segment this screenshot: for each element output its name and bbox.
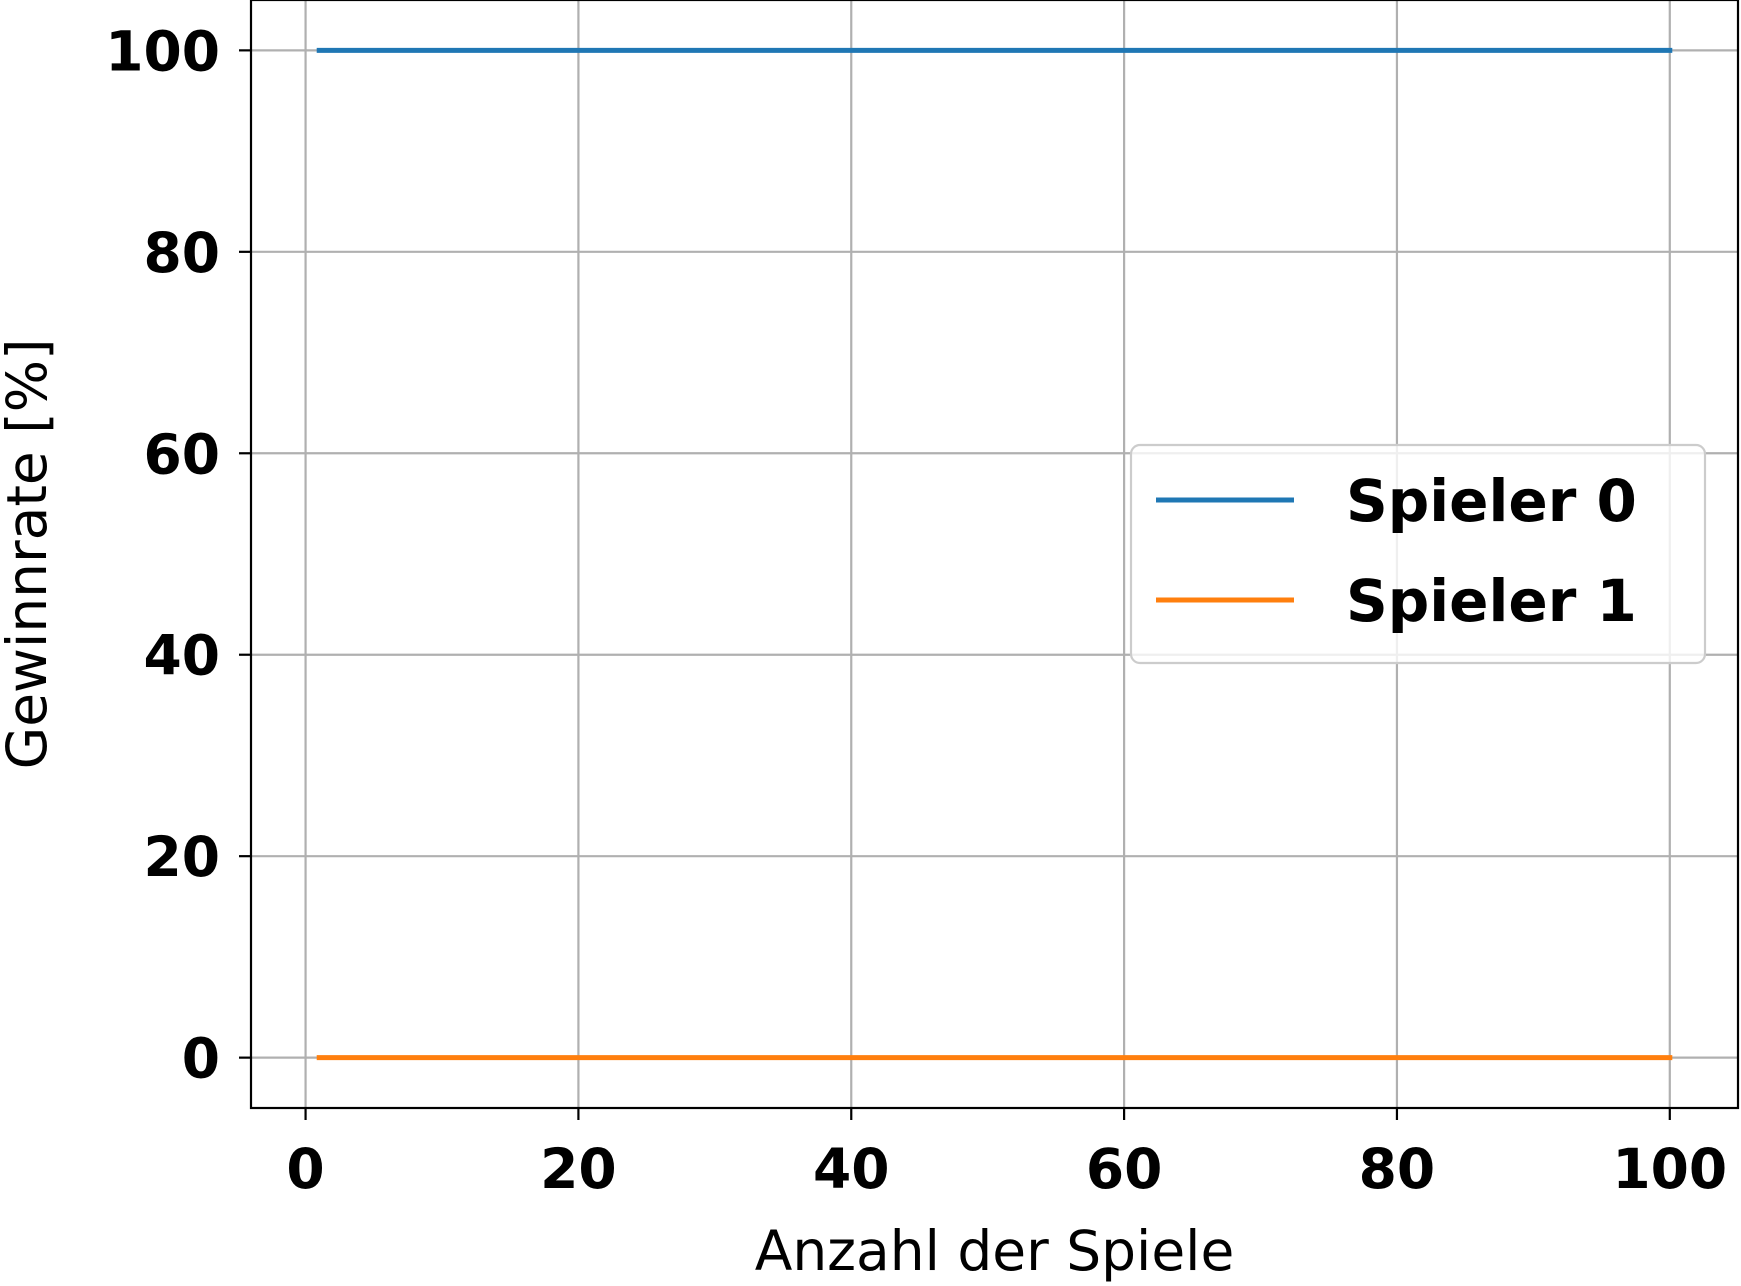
- x-axis-label: Anzahl der Spiele: [755, 1219, 1235, 1283]
- legend-label-0: Spieler 0: [1346, 467, 1637, 535]
- x-tick-label: 20: [540, 1137, 617, 1201]
- series-lines: [316, 47, 1673, 1061]
- legend-label-1: Spieler 1: [1346, 567, 1637, 635]
- y-axis-label: Gewinnrate [%]: [0, 339, 59, 770]
- axes-frame: [249, 0, 1740, 1110]
- x-tick-label: 60: [1086, 1137, 1163, 1201]
- x-tick-label: 40: [813, 1137, 890, 1201]
- axis-ticks: 0 20 40 60 80 100 0 20 40 60 80 100: [105, 19, 1727, 1201]
- y-tick-label: 0: [182, 1027, 220, 1091]
- x-tick-label: 100: [1612, 1137, 1727, 1201]
- y-tick-label: 80: [143, 221, 220, 285]
- x-tick-label: 80: [1359, 1137, 1436, 1201]
- y-tick-label: 60: [143, 422, 220, 486]
- y-tick-label: 20: [143, 825, 220, 889]
- legend: Spieler 0 Spieler 1: [1129, 443, 1707, 665]
- x-tick-label: 0: [286, 1137, 324, 1201]
- y-tick-label: 40: [143, 624, 220, 688]
- y-tick-label: 100: [105, 19, 220, 83]
